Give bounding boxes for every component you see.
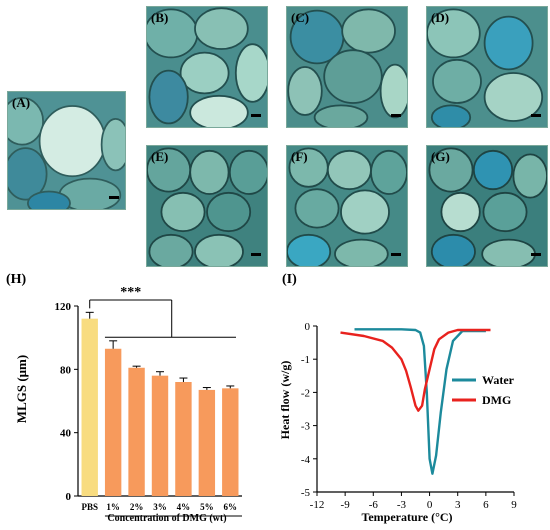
scale-bar [531, 114, 541, 117]
micrograph-image [287, 7, 407, 127]
panel-label: (D) [431, 10, 450, 25]
micrograph-image [287, 146, 407, 266]
bar-dmg-4pct [175, 382, 192, 496]
micrograph-image [147, 146, 267, 266]
x-tick-label: 4% [177, 502, 191, 512]
y-axis-label: MLGS (μm) [14, 355, 29, 423]
y-tick-label: -4 [301, 454, 311, 466]
micrograph-image [8, 92, 125, 209]
y-axis-label: Heat flow (w/g) [280, 361, 292, 440]
micrograph-d: (D) [426, 6, 548, 128]
scale-bar [391, 114, 401, 117]
scale-bar [531, 253, 541, 256]
y-tick-label: -3 [301, 421, 311, 433]
panel-label-i: (I) [282, 272, 297, 287]
y-tick-label: 40 [60, 428, 72, 440]
scale-bar [251, 253, 261, 256]
series-line-dmg [340, 328, 491, 412]
bar-dmg-1pct [104, 348, 122, 496]
x-axis-label: Concentration of DMG (wt) [107, 513, 226, 524]
x-tick-label: -12 [310, 499, 325, 511]
micrograph-image [427, 7, 547, 127]
y-tick-label: -2 [301, 387, 310, 399]
y-tick-label: -1 [301, 354, 310, 366]
panel-label: (C) [291, 10, 310, 25]
x-tick-label: 3 [455, 499, 461, 511]
micrograph-b: (B) [146, 6, 268, 128]
panel-label: (A) [12, 95, 31, 110]
x-tick-label: 3% [153, 502, 167, 512]
bar-dmg-3pct [151, 375, 169, 496]
bar-pbs [81, 318, 98, 496]
bar-dmg-2pct [128, 367, 145, 496]
panel-label: (B) [151, 10, 169, 25]
micrograph-f: (F) [286, 145, 408, 267]
line-chart-heat-flow: Heat flow (w/g) Temperature (°C) -5 -4 -3 -… [280, 321, 517, 524]
x-tick-label: -3 [397, 499, 407, 511]
scale-bar [109, 196, 119, 199]
panel-label: (G) [431, 149, 450, 164]
panel-label-h: (H) [6, 272, 27, 287]
scale-bar [251, 114, 261, 117]
legend-label-water: Water [482, 373, 515, 387]
micrograph-c: (C) [286, 6, 408, 128]
micrograph-a: (A) [7, 91, 126, 210]
scale-bar [391, 253, 401, 256]
x-axis-label: Temperature (°C) [361, 510, 452, 524]
x-tick-label: 2% [130, 502, 144, 512]
bar-dmg-5pct [198, 389, 216, 496]
panel-label: (E) [151, 149, 169, 164]
micrograph-e: (E) [146, 145, 268, 267]
y-tick-label: 0 [305, 321, 311, 333]
y-tick-label: 80 [60, 364, 72, 376]
significance-label: *** [120, 285, 141, 300]
legend-label-dmg: DMG [482, 393, 511, 407]
x-tick-label: 1% [106, 502, 120, 512]
bar-chart-mlgs: MLGS (μm) Concentration of DMG (wt) 0 40 8… [14, 285, 242, 524]
x-tick-label: 6 [483, 499, 489, 511]
x-tick-label: 6% [224, 502, 238, 512]
y-tick-label: 0 [66, 491, 72, 503]
series-line-water [354, 328, 486, 475]
x-tick-label: 5% [200, 502, 214, 512]
x-tick-label: -6 [369, 499, 379, 511]
panel-label: (F) [291, 149, 308, 164]
x-tick-label: 9 [511, 499, 517, 511]
micrograph-g: (G) [426, 145, 548, 267]
micrograph-image [147, 7, 267, 127]
bar-dmg-6pct [222, 388, 239, 496]
y-tick-label: 120 [55, 301, 72, 313]
x-tick-label: -9 [341, 499, 351, 511]
micrograph-image [427, 146, 547, 266]
y-tick-label: -5 [301, 487, 311, 499]
x-tick-label: PBS [81, 502, 98, 512]
x-tick-label: 0 [427, 499, 433, 511]
